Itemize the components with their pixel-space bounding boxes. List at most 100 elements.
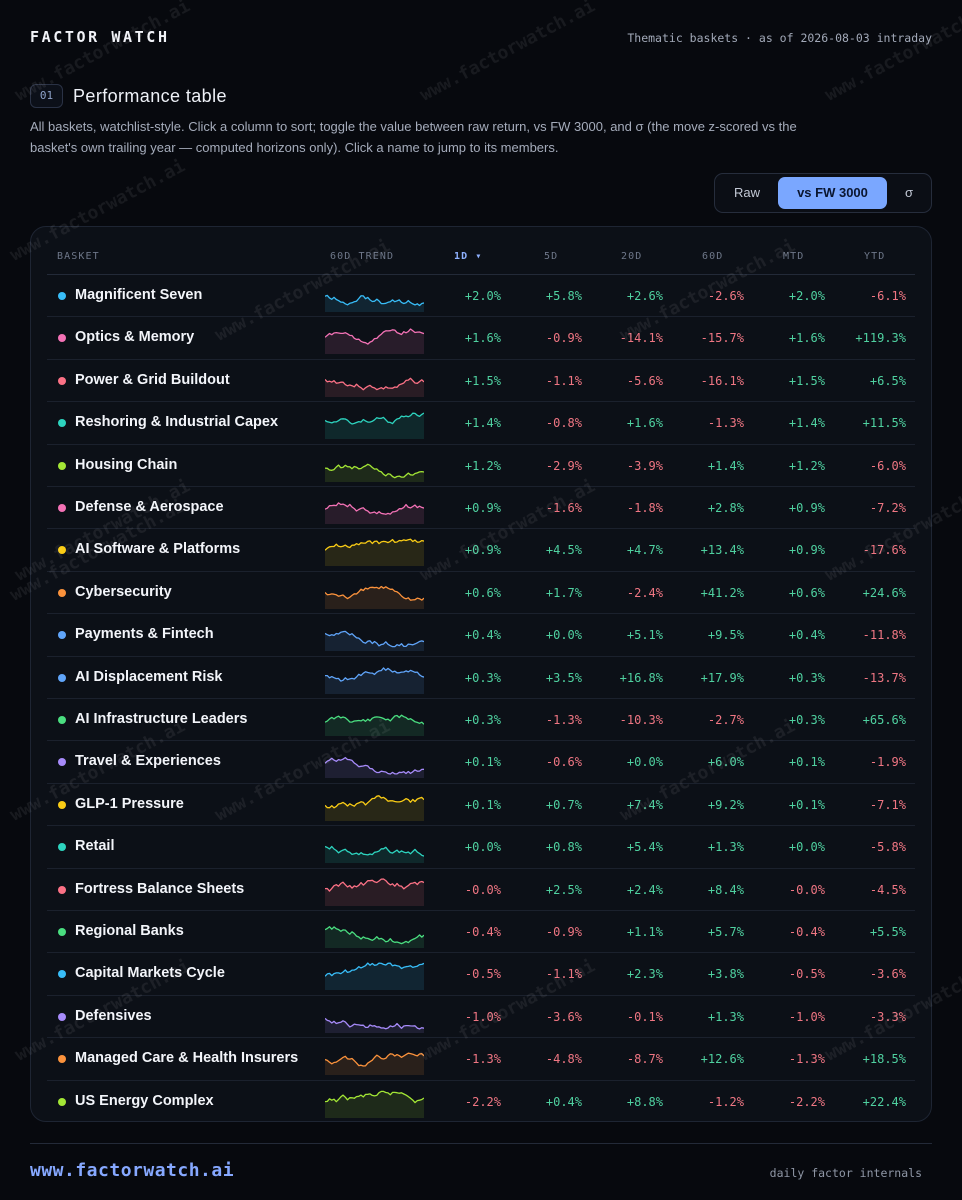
footer-url[interactable]: www.factorwatch.ai bbox=[30, 1160, 235, 1181]
value-cell-5d: +2.5% bbox=[545, 882, 582, 897]
basket-color-dot bbox=[58, 758, 66, 767]
column-header-ytd[interactable]: YTD bbox=[864, 251, 886, 262]
value-cell-mtd: +1.5% bbox=[788, 373, 825, 388]
table-row[interactable]: Housing Chain +1.2% -2.9% -3.9% +1.4% +1.2% -6… bbox=[47, 445, 915, 487]
table-row[interactable]: Capital Markets Cycle -0.5% -1.1% +2.3% +3.8… bbox=[47, 953, 915, 996]
basket-name-link[interactable]: Travel & Experiences bbox=[75, 753, 221, 770]
table-row[interactable]: GLP-1 Pressure +0.1% +0.7% +7.4% +9.2% +0.1% -… bbox=[47, 784, 915, 827]
basket-color-dot bbox=[58, 1055, 66, 1064]
column-header-mtd[interactable]: MTD bbox=[783, 251, 805, 262]
value-cell-20d: +2.4% bbox=[626, 882, 663, 897]
toggle-vs-fw3000-button[interactable]: vs FW 3000 bbox=[778, 177, 887, 209]
value-cell-mtd: +0.1% bbox=[788, 755, 825, 770]
basket-name-link[interactable]: Retail bbox=[75, 838, 115, 855]
value-mode-toggle: Raw vs FW 3000 σ bbox=[714, 173, 932, 213]
trend-sparkline bbox=[325, 962, 424, 991]
table-row[interactable]: Travel & Experiences +0.1% -0.6% +0.0% +6.0%… bbox=[47, 741, 915, 784]
basket-name-link[interactable]: Magnificent Seven bbox=[75, 287, 203, 303]
value-cell-20d: +5.4% bbox=[626, 840, 663, 855]
trend-sparkline bbox=[325, 757, 424, 779]
basket-name-link[interactable]: Housing Chain bbox=[75, 456, 178, 473]
value-cell-ytd: +65.6% bbox=[862, 713, 906, 727]
value-cell-mtd: +0.0% bbox=[788, 840, 825, 855]
trend-sparkline bbox=[325, 714, 424, 736]
section-title: Performance table bbox=[73, 85, 227, 106]
basket-name-link[interactable]: Fortress Balance Sheets bbox=[75, 880, 245, 897]
value-cell-ytd: +11.5% bbox=[862, 416, 906, 431]
basket-name-link[interactable]: Payments & Fintech bbox=[75, 626, 214, 643]
column-header-60d[interactable]: 60D bbox=[702, 251, 724, 262]
value-cell-20d: -3.9% bbox=[626, 458, 663, 473]
value-cell-5d: -0.8% bbox=[545, 416, 582, 431]
value-cell-20d: +0.0% bbox=[626, 755, 663, 770]
table-row[interactable]: Optics & Memory +1.6% -0.9% -14.1% -15.7% +1.… bbox=[47, 317, 915, 360]
basket-name-link[interactable]: AI Displacement Risk bbox=[75, 668, 223, 685]
performance-table-panel: BASKET 60D TREND 1D ▾ 5D 20D 60D MTD YTD… bbox=[30, 226, 932, 1122]
toggle-sigma-button[interactable]: σ bbox=[904, 185, 914, 200]
value-cell-60d: +1.3% bbox=[707, 840, 744, 855]
table-row[interactable]: US Energy Complex -2.2% +0.4% +8.8% -1.2% -2.… bbox=[47, 1081, 915, 1123]
basket-name-link[interactable]: AI Software & Platforms bbox=[75, 541, 241, 558]
basket-color-dot bbox=[58, 461, 66, 470]
table-row[interactable]: Magnificent Seven +2.0% +5.8% +2.6% -2.6% +2.… bbox=[47, 275, 915, 318]
basket-name-link[interactable]: Cybersecurity bbox=[75, 583, 172, 600]
value-cell-5d: -0.6% bbox=[545, 755, 582, 770]
value-cell-60d: -1.2% bbox=[707, 1094, 744, 1109]
basket-name-link[interactable]: AI Infrastructure Leaders bbox=[75, 711, 248, 727]
table-row[interactable]: Retail +0.0% +0.8% +5.4% +1.3% +0.0% -5.8% bbox=[47, 826, 915, 869]
basket-name-link[interactable]: Reshoring & Industrial Capex bbox=[75, 414, 279, 431]
table-row[interactable]: Power & Grid Buildout +1.5% -1.1% -5.6% -16.… bbox=[47, 360, 915, 403]
basket-name-link[interactable]: Managed Care & Health Insurers bbox=[75, 1050, 299, 1067]
value-cell-60d: +5.7% bbox=[707, 925, 744, 939]
table-row[interactable]: Payments & Fintech +0.4% +0.0% +5.1% +9.5% +0… bbox=[47, 614, 915, 657]
value-cell-1d: -0.4% bbox=[464, 925, 501, 939]
value-cell-5d: -2.9% bbox=[545, 458, 582, 473]
column-header-basket[interactable]: BASKET bbox=[57, 251, 100, 262]
value-cell-mtd: +1.2% bbox=[788, 458, 825, 473]
table-row[interactable]: AI Infrastructure Leaders +0.3% -1.3% -10.3… bbox=[47, 699, 915, 742]
basket-name-link[interactable]: Power & Grid Buildout bbox=[75, 371, 230, 388]
basket-name-link[interactable]: Regional Banks bbox=[75, 923, 184, 939]
toggle-raw-button[interactable]: Raw bbox=[733, 185, 760, 200]
value-cell-20d: -10.3% bbox=[619, 713, 663, 727]
value-cell-5d: -0.9% bbox=[545, 925, 582, 939]
value-cell-1d: -2.2% bbox=[464, 1094, 501, 1109]
table-row[interactable]: AI Software & Platforms +0.9% +4.5% +4.7% +1… bbox=[47, 529, 915, 572]
value-cell-1d: +0.0% bbox=[464, 840, 501, 855]
trend-sparkline bbox=[325, 538, 424, 567]
basket-name-link[interactable]: Capital Markets Cycle bbox=[75, 965, 225, 982]
basket-name-link[interactable]: Defense & Aerospace bbox=[75, 499, 224, 515]
basket-color-dot bbox=[58, 1097, 66, 1106]
value-cell-ytd: +22.4% bbox=[862, 1094, 906, 1109]
table-row[interactable]: Reshoring & Industrial Capex +1.4% -0.8% +1… bbox=[47, 402, 915, 445]
table-row[interactable]: Managed Care & Health Insurers -1.3% -4.8%… bbox=[47, 1038, 915, 1081]
value-cell-1d: +0.4% bbox=[464, 628, 501, 643]
table-row[interactable]: Fortress Balance Sheets -0.0% +2.5% +2.4% +8… bbox=[47, 869, 915, 911]
table-row[interactable]: AI Displacement Risk +0.3% +3.5% +16.8% +17.… bbox=[47, 657, 915, 699]
table-row[interactable]: Regional Banks -0.4% -0.9% +1.1% +5.7% -0.4% +… bbox=[47, 911, 915, 954]
basket-name-link[interactable]: US Energy Complex bbox=[75, 1092, 214, 1109]
trend-sparkline bbox=[325, 294, 424, 312]
table-row[interactable]: Defensives -1.0% -3.6% -0.1% +1.3% -1.0% -3.3% bbox=[47, 996, 915, 1039]
value-cell-5d: -1.1% bbox=[545, 373, 582, 388]
column-header-5d[interactable]: 5D bbox=[544, 251, 559, 262]
value-cell-20d: -5.6% bbox=[626, 373, 663, 388]
value-cell-1d: +0.6% bbox=[464, 585, 501, 600]
trend-sparkline bbox=[325, 377, 424, 397]
value-cell-ytd: -7.2% bbox=[869, 501, 906, 515]
value-cell-1d: +1.4% bbox=[464, 416, 501, 431]
column-header-1d[interactable]: 1D ▾ bbox=[454, 251, 483, 262]
value-cell-ytd: -3.6% bbox=[869, 967, 906, 982]
value-cell-20d: +8.8% bbox=[626, 1094, 663, 1109]
basket-name-link[interactable]: Optics & Memory bbox=[75, 329, 195, 346]
basket-color-dot bbox=[58, 928, 66, 936]
section-number: 01 bbox=[30, 84, 63, 108]
basket-color-dot bbox=[58, 885, 66, 894]
table-header: BASKET 60D TREND 1D ▾ 5D 20D 60D MTD YTD bbox=[47, 241, 915, 275]
table-row[interactable]: Cybersecurity +0.6% +1.7% -2.4% +41.2% +0.6% +… bbox=[47, 572, 915, 615]
basket-name-link[interactable]: GLP-1 Pressure bbox=[75, 795, 184, 812]
value-cell-1d: +0.1% bbox=[464, 755, 501, 770]
basket-name-link[interactable]: Defensives bbox=[75, 1007, 152, 1024]
table-row[interactable]: Defense & Aerospace +0.9% -1.6% -1.8% +2.8% +… bbox=[47, 487, 915, 530]
column-header-20d[interactable]: 20D bbox=[621, 251, 643, 262]
